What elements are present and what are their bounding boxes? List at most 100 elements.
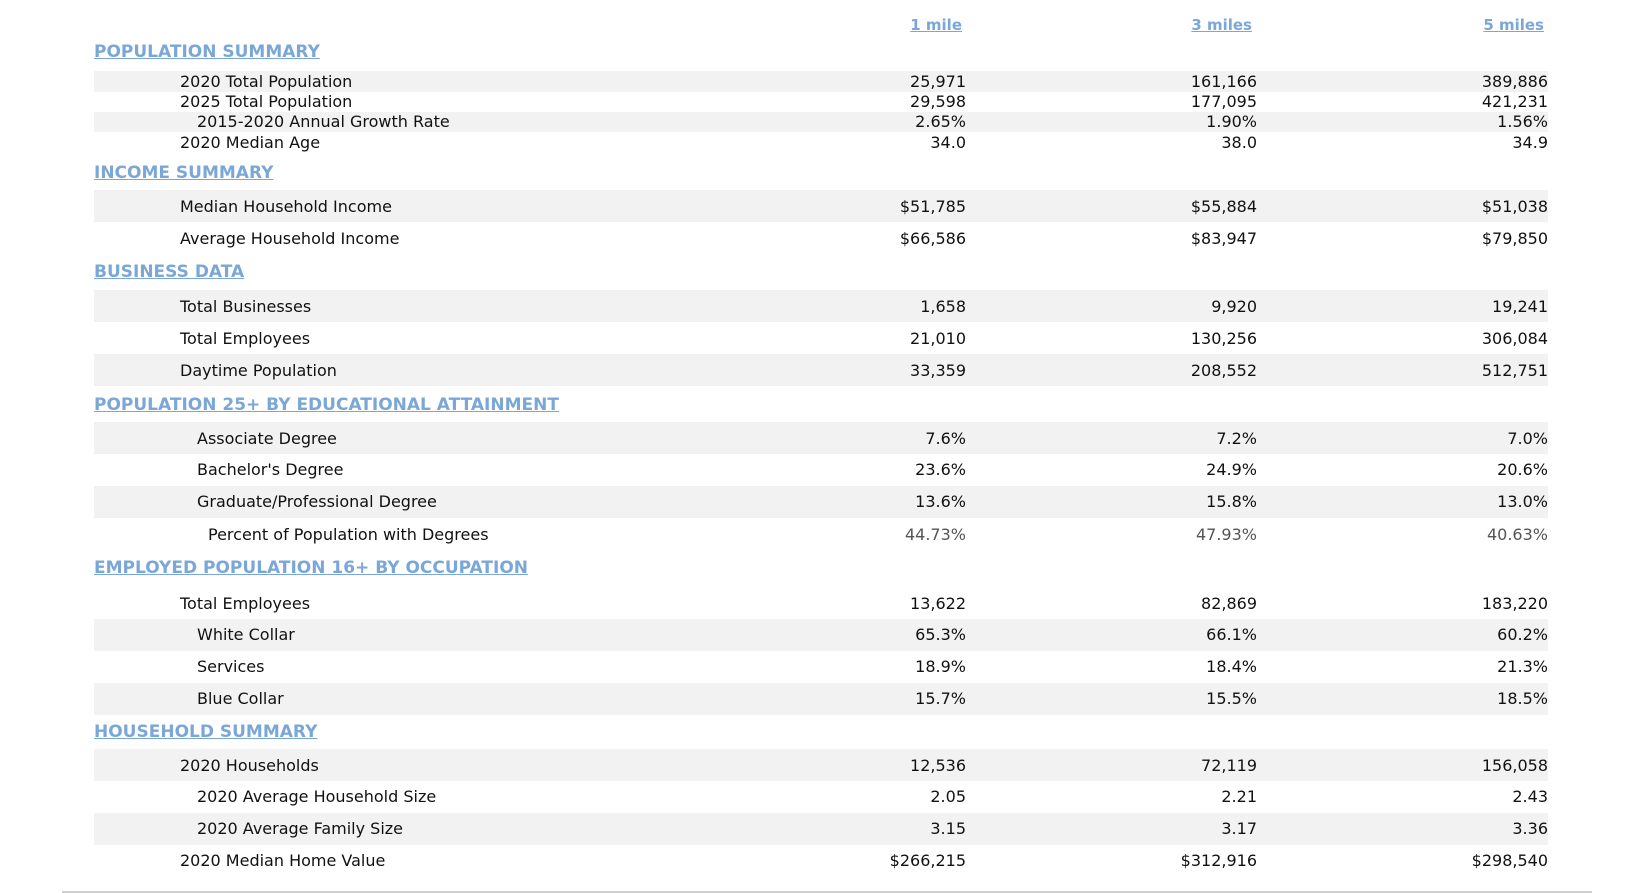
table-row: 2020 Median Age 34.0 38.0 34.9 — [94, 133, 1548, 153]
row-label: White Collar — [197, 625, 295, 644]
value-1-mile: 13.6% — [915, 492, 966, 511]
table-row: 2025 Total Population 29,598 177,095 421… — [94, 92, 1548, 112]
row-label: Total Employees — [180, 594, 311, 613]
row-label: 2015-2020 Annual Growth Rate — [197, 112, 450, 131]
value-3-miles: 72,119 — [1201, 756, 1257, 775]
value-5-miles: $51,038 — [1481, 197, 1548, 216]
row-label: Total Employees — [180, 329, 311, 348]
row-label: Percent of Population with Degrees — [208, 525, 489, 544]
row-label: Daytime Population — [180, 361, 337, 380]
value-3-miles: 15.8% — [1206, 492, 1257, 511]
value-3-miles: 130,256 — [1190, 329, 1257, 348]
value-5-miles: 512,751 — [1481, 361, 1548, 380]
value-1-mile: 33,359 — [910, 361, 966, 380]
row-label: 2025 Total Population — [180, 92, 353, 111]
row-label: 2020 Households — [180, 756, 319, 775]
value-5-miles: 18.5% — [1497, 689, 1548, 708]
value-5-miles: 7.0% — [1507, 429, 1548, 448]
table-row: Graduate/Professional Degree 13.6% 15.8%… — [94, 486, 1548, 518]
table-row: 2020 Households 12,536 72,119 156,058 — [94, 749, 1548, 781]
value-1-mile: 2.65% — [915, 112, 966, 131]
row-label: Services — [197, 657, 265, 676]
table-row: Blue Collar 15.7% 15.5% 18.5% — [94, 683, 1548, 715]
value-1-mile: 65.3% — [915, 625, 966, 644]
value-3-miles: $312,916 — [1180, 851, 1257, 870]
row-label: Blue Collar — [197, 689, 284, 708]
table-row: Percent of Population with Degrees 44.73… — [94, 518, 1548, 550]
table-row: Average Household Income $66,586 $83,947… — [94, 222, 1548, 254]
row-label: Total Businesses — [180, 297, 312, 316]
value-1-mile: 34.0 — [930, 133, 966, 152]
section-educational-attainment[interactable]: POPULATION 25+ BY EDUCATIONAL ATTAINMENT — [94, 395, 559, 415]
value-5-miles: 13.0% — [1497, 492, 1548, 511]
section-occupation[interactable]: EMPLOYED POPULATION 16+ BY OCCUPATION — [94, 558, 528, 578]
value-3-miles: $83,947 — [1190, 229, 1257, 248]
value-3-miles: 15.5% — [1206, 689, 1257, 708]
value-5-miles: 2.43 — [1512, 787, 1548, 806]
value-5-miles: 34.9 — [1512, 133, 1548, 152]
table-row: 2015-2020 Annual Growth Rate 2.65% 1.90%… — [94, 112, 1548, 132]
row-label: 2020 Median Age — [180, 133, 321, 152]
value-5-miles: 21.3% — [1497, 657, 1548, 676]
value-3-miles: 177,095 — [1190, 92, 1257, 111]
value-1-mile: 7.6% — [925, 429, 966, 448]
value-1-mile: 25,971 — [910, 72, 966, 91]
section-population-summary[interactable]: POPULATION SUMMARY — [94, 42, 320, 62]
value-1-mile: $66,586 — [899, 229, 966, 248]
value-5-miles: 19,241 — [1492, 297, 1548, 316]
value-1-mile: 44.73% — [904, 525, 966, 544]
column-header-1-mile[interactable]: 1 mile — [910, 16, 962, 34]
value-3-miles: 7.2% — [1216, 429, 1257, 448]
value-1-mile: 15.7% — [915, 689, 966, 708]
value-1-mile: 2.05 — [930, 787, 966, 806]
value-3-miles: 38.0 — [1221, 133, 1257, 152]
value-5-miles: 60.2% — [1497, 625, 1548, 644]
value-3-miles: 2.21 — [1221, 787, 1257, 806]
row-label: Associate Degree — [197, 429, 337, 448]
value-1-mile: 18.9% — [915, 657, 966, 676]
table-row: Daytime Population 33,359 208,552 512,75… — [94, 354, 1548, 386]
table-row: Bachelor's Degree 23.6% 24.9% 20.6% — [94, 454, 1548, 486]
value-3-miles: 47.93% — [1195, 525, 1257, 544]
row-label: 2020 Average Household Size — [197, 787, 437, 806]
row-label: Bachelor's Degree — [197, 460, 344, 479]
value-5-miles: 183,220 — [1481, 594, 1548, 613]
table-row: Services 18.9% 18.4% 21.3% — [94, 651, 1548, 683]
row-label: 2020 Total Population — [180, 72, 353, 91]
column-header-5-miles[interactable]: 5 miles — [1483, 16, 1544, 34]
value-1-mile: 23.6% — [915, 460, 966, 479]
table-row: Total Businesses 1,658 9,920 19,241 — [94, 290, 1548, 322]
value-3-miles: 24.9% — [1206, 460, 1257, 479]
value-3-miles: 9,920 — [1211, 297, 1257, 316]
value-3-miles: 66.1% — [1206, 625, 1257, 644]
section-income-summary[interactable]: INCOME SUMMARY — [94, 163, 274, 183]
column-header-3-miles[interactable]: 3 miles — [1191, 16, 1252, 34]
value-5-miles: 20.6% — [1497, 460, 1548, 479]
table-row: 2020 Average Family Size 3.15 3.17 3.36 — [94, 813, 1548, 845]
table-row: Associate Degree 7.6% 7.2% 7.0% — [94, 422, 1548, 454]
value-3-miles: 82,869 — [1201, 594, 1257, 613]
table-row: Total Employees 21,010 130,256 306,084 — [94, 322, 1548, 354]
row-label: Median Household Income — [180, 197, 392, 216]
value-3-miles: 18.4% — [1206, 657, 1257, 676]
value-3-miles: $55,884 — [1190, 197, 1257, 216]
value-3-miles: 208,552 — [1190, 361, 1257, 380]
value-5-miles: 1.56% — [1497, 112, 1548, 131]
value-1-mile: 12,536 — [910, 756, 966, 775]
value-5-miles: 3.36 — [1512, 819, 1548, 838]
value-5-miles: 40.63% — [1486, 525, 1548, 544]
value-5-miles: 306,084 — [1481, 329, 1548, 348]
value-5-miles: 389,886 — [1481, 72, 1548, 91]
value-5-miles: $79,850 — [1481, 229, 1548, 248]
value-1-mile: $266,215 — [889, 851, 966, 870]
table-row: 2020 Total Population 25,971 161,166 389… — [94, 71, 1548, 92]
table-row: 2020 Average Household Size 2.05 2.21 2.… — [94, 781, 1548, 813]
section-household-summary[interactable]: HOUSEHOLD SUMMARY — [94, 722, 318, 742]
table-row: Total Employees 13,622 82,869 183,220 — [94, 587, 1548, 619]
value-1-mile: $51,785 — [899, 197, 966, 216]
value-1-mile: 1,658 — [920, 297, 966, 316]
table-row: 2020 Median Home Value $266,215 $312,916… — [94, 845, 1548, 877]
value-1-mile: 21,010 — [910, 329, 966, 348]
section-business-data[interactable]: BUSINESS DATA — [94, 262, 245, 282]
value-1-mile: 29,598 — [910, 92, 966, 111]
